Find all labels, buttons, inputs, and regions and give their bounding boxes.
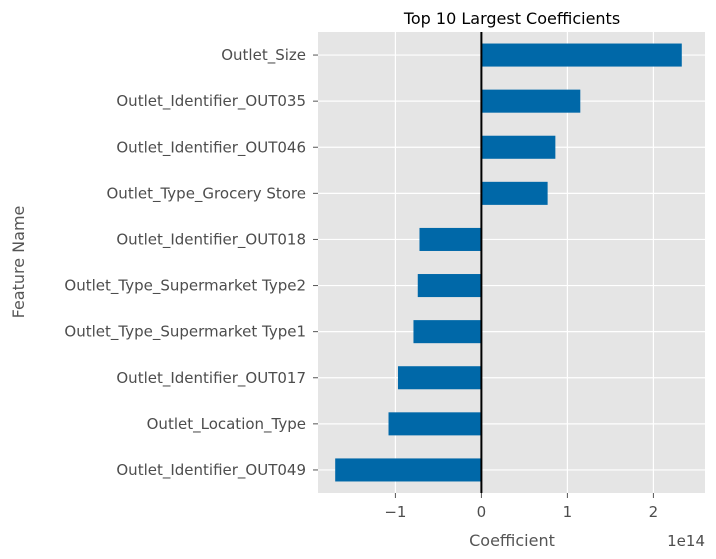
x-tick-labels: −1 0 1 2	[384, 493, 658, 521]
y-tick-label: Outlet_Identifier_OUT046	[116, 138, 306, 157]
y-tick-labels: Outlet_Size Outlet_Identifier_OUT035 Outle…	[64, 46, 318, 480]
y-tick-label: Outlet_Identifier_OUT049	[116, 461, 306, 480]
x-tick-label: −1	[384, 503, 406, 521]
bar	[388, 412, 482, 436]
bar	[413, 320, 482, 344]
x-tick-label: 0	[477, 503, 487, 521]
bar	[481, 135, 556, 159]
bars	[335, 43, 682, 482]
bar	[417, 274, 482, 298]
y-tick-label: Outlet_Identifier_OUT018	[116, 230, 306, 249]
y-tick-label: Outlet_Identifier_OUT035	[116, 92, 306, 111]
y-axis-title: Feature Name	[9, 206, 28, 319]
x-tick-label: 2	[649, 503, 659, 521]
bar	[481, 43, 682, 67]
bar	[419, 227, 482, 251]
bar	[481, 89, 581, 113]
y-tick-label: Outlet_Size	[221, 46, 306, 65]
y-tick-label: Outlet_Type_Supermarket Type1	[64, 323, 306, 342]
x-axis-title: Coefficient	[469, 531, 555, 550]
y-tick-label: Outlet_Location_Type	[147, 415, 306, 434]
y-tick-label: Outlet_Type_Supermarket Type2	[64, 277, 306, 296]
x-offset-label: 1e14	[667, 532, 705, 550]
bar	[481, 181, 548, 205]
y-tick-label: Outlet_Identifier_OUT017	[116, 369, 306, 388]
bar	[335, 458, 482, 482]
chart-title: Top 10 Largest Coefficients	[403, 9, 620, 28]
x-tick-label: 1	[563, 503, 573, 521]
bar	[397, 366, 482, 390]
y-tick-label: Outlet_Type_Grocery Store	[107, 184, 307, 203]
